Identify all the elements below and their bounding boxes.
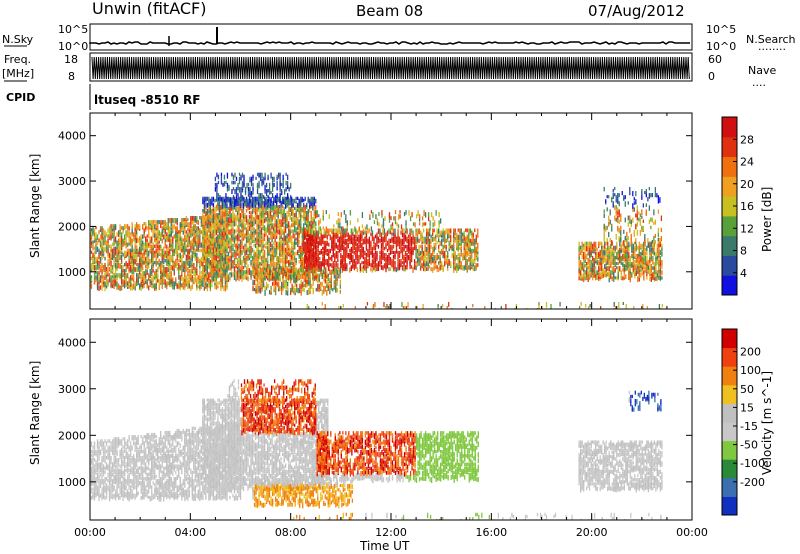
- nsky-panel: N.Sky 10^5 10^0 10^5 10^0 N.Search .....…: [2, 23, 796, 53]
- nave-dots: ....: [752, 76, 766, 89]
- cpid-text: ltuseq -8510 RF: [94, 93, 200, 107]
- nsky-tick-top: 10^5: [58, 23, 88, 36]
- nave-tick-top: 60: [708, 53, 722, 66]
- nsearch-tick-top: 10^5: [706, 23, 736, 36]
- power-data-points: [90, 172, 664, 309]
- nsearch-dots: ........: [758, 40, 786, 53]
- nsky-trace: [89, 27, 690, 46]
- nsky-label: N.Sky: [2, 33, 34, 46]
- nsearch-tick-bottom: 10^0: [706, 40, 736, 53]
- nave-tick-bottom: 0: [708, 70, 715, 83]
- freq-label: Freq.: [4, 53, 31, 66]
- freq-trace: [91, 56, 690, 80]
- freq-frame: [89, 52, 693, 82]
- beam-title: Beam 08: [356, 2, 423, 20]
- freq-trace-line: [91, 56, 690, 80]
- freq-tick-top: 18: [64, 53, 78, 66]
- freq-panel: Freq. [MHz] 18 8 60 0 Nave ....: [2, 52, 776, 89]
- nsky-tick-bottom: 10^0: [58, 40, 88, 53]
- cpid-row: CPID ltuseq -8510 RF: [6, 84, 200, 110]
- date-title: 07/Aug/2012: [588, 2, 685, 20]
- station-title: Unwin (fitACF): [92, 0, 206, 18]
- nave-label: Nave: [748, 64, 776, 77]
- nsky-frame: [89, 23, 693, 51]
- nsearch-label: N.Search: [746, 33, 796, 46]
- freq-tick-bottom: 8: [68, 70, 75, 83]
- cpid-label: CPID: [6, 91, 35, 104]
- nsky-trace-line: [89, 41, 690, 45]
- freq-unit-label: [MHz]: [2, 67, 34, 80]
